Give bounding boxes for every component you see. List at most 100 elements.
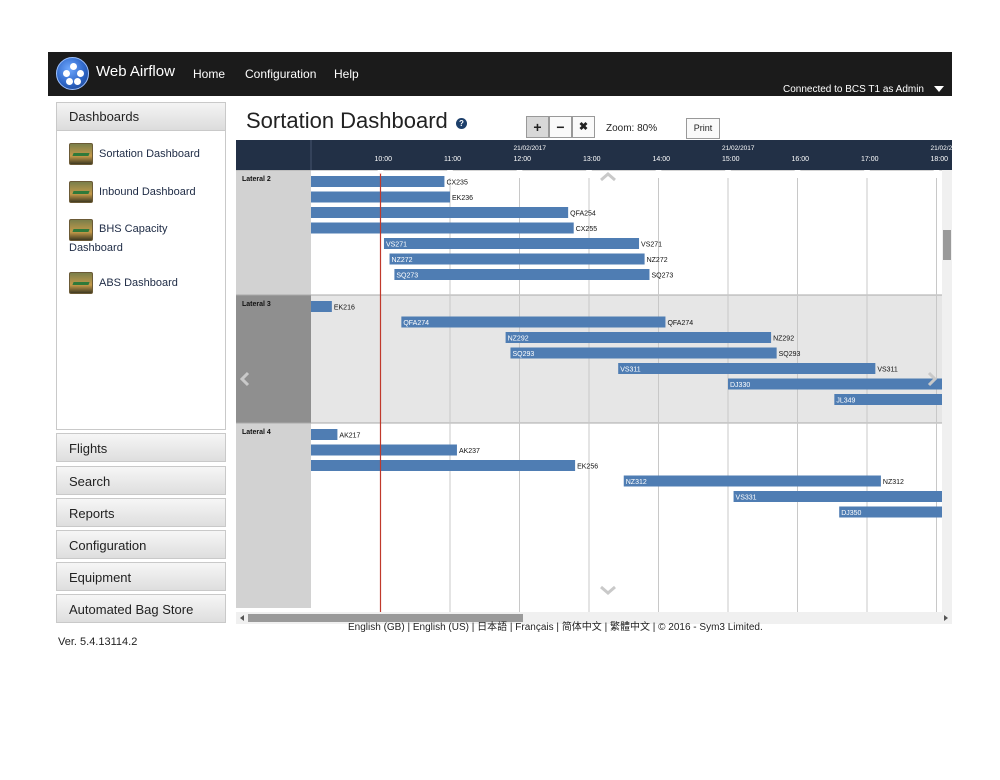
language-english-us[interactable]: English (US) — [412, 622, 469, 633]
timeline-tick-mark — [447, 170, 453, 174]
web-airflow-logo-icon[interactable] — [56, 57, 89, 90]
flight-bar[interactable] — [401, 316, 666, 328]
help-icon[interactable]: ? — [456, 118, 467, 129]
flight-bar-end-label: CX235 — [446, 180, 468, 187]
timeline-tick-date: 21/02/201 — [931, 145, 953, 152]
user-menu-chevron-down-icon[interactable] — [934, 86, 944, 92]
flight-bar[interactable] — [834, 394, 942, 405]
copyright: © 2016 - Sym3 Limited. — [658, 622, 763, 633]
scroll-left-arrow-icon[interactable] — [240, 615, 244, 621]
top-navigation-bar: Web Airflow Home Configuration Help Conn… — [48, 52, 952, 96]
flight-bar-label: NZ312 — [626, 479, 647, 486]
scroll-left-chevron-icon[interactable] — [239, 371, 250, 387]
timeline-tick-mark — [655, 170, 662, 174]
flight-bar[interactable] — [733, 491, 942, 502]
horizontal-scrollbar-thumb[interactable] — [248, 614, 523, 622]
flight-bar-end-label: NZ312 — [883, 479, 904, 486]
abs-dashboard-icon[interactable] — [69, 272, 93, 294]
flight-bar-label: VS331 — [736, 495, 757, 502]
scroll-down-chevron-icon[interactable] — [600, 585, 616, 595]
flight-bar[interactable] — [311, 176, 445, 187]
flight-bar-end-label: AK217 — [339, 433, 360, 440]
flight-bar-end-label: NZ292 — [773, 336, 794, 343]
lateral-label-cell — [236, 170, 311, 295]
scroll-up-chevron-icon[interactable] — [600, 172, 616, 182]
flight-bar-label: SQ293 — [512, 351, 534, 358]
sidebar-section-equipment[interactable]: Equipment — [56, 562, 226, 591]
timeline-tick-label: 17:00 — [861, 156, 879, 163]
sidebar-section-configuration[interactable]: Configuration — [56, 530, 226, 559]
lateral-label-cell — [236, 423, 311, 608]
bhs-capacity-dashboard-icon[interactable] — [69, 219, 93, 241]
flight-bar-label: DJ350 — [841, 510, 861, 517]
flight-bar-label: VS271 — [386, 242, 407, 249]
flight-bar[interactable] — [311, 207, 569, 218]
nav-help[interactable]: Help — [334, 67, 359, 81]
footer: English (GB) | English (US) | 日本語 | Fran… — [348, 622, 763, 633]
nav-configuration[interactable]: Configuration — [245, 67, 317, 81]
sidebar-item-bhs-capacity-dashboard[interactable]: BHS Capacity Dashboard — [69, 223, 168, 254]
scroll-right-arrow-icon[interactable] — [944, 615, 948, 621]
language-english-gb[interactable]: English (GB) — [348, 622, 405, 633]
print-button[interactable]: Print — [686, 118, 720, 139]
zoom-reset-button[interactable]: ✖ — [572, 116, 595, 138]
timeline-tick-mark — [586, 170, 592, 174]
vertical-scrollbar[interactable] — [942, 170, 952, 612]
flight-bar[interactable] — [394, 269, 650, 280]
dashboards-header[interactable]: Dashboards — [57, 103, 225, 131]
sidebar-item-sortation-dashboard[interactable]: Sortation Dashboard — [99, 148, 200, 160]
gantt-svg: Lateral 2 CX235 EK236 QFA254 CX255 VS271 VS271… — [236, 140, 952, 624]
flight-bar-label: SQ273 — [396, 273, 418, 280]
flight-bar[interactable] — [389, 253, 645, 265]
language-traditional-chinese[interactable]: 繁體中文 — [609, 622, 650, 633]
flight-bar-label: VS311 — [620, 367, 641, 374]
sidebar-section-reports[interactable]: Reports — [56, 498, 226, 527]
flight-bar[interactable] — [623, 475, 881, 487]
flight-bar[interactable] — [510, 347, 777, 359]
scroll-right-chevron-icon[interactable] — [927, 371, 938, 387]
sortation-dashboard-icon[interactable] — [69, 143, 93, 165]
sidebar-section-search[interactable]: Search — [56, 466, 226, 495]
dashboards-panel: Dashboards Sortation Dashboard Inbound D… — [56, 102, 226, 430]
vertical-scrollbar-thumb[interactable] — [943, 230, 951, 260]
flight-bar-label: NZ272 — [392, 257, 413, 264]
flight-bar-label: DJ330 — [730, 382, 750, 389]
zoom-out-button[interactable]: − — [549, 116, 572, 138]
flight-bar[interactable] — [311, 444, 457, 456]
flight-bar[interactable] — [618, 363, 876, 374]
sidebar-section-automated-bag-store[interactable]: Automated Bag Store — [56, 594, 226, 623]
flight-bar-end-label: NZ272 — [647, 257, 668, 264]
flight-bar-label: QFA274 — [403, 320, 429, 327]
language-simplified-chinese[interactable]: 简体中文 — [561, 622, 602, 633]
sidebar: Dashboards Sortation Dashboard Inbound D… — [56, 102, 226, 632]
timeline-tick-label: 10:00 — [375, 156, 393, 163]
sortation-gantt-chart: Lateral 2 CX235 EK236 QFA254 CX255 VS271 VS271… — [236, 140, 952, 624]
flight-bar-end-label: VS271 — [641, 242, 662, 249]
nav-home[interactable]: Home — [193, 67, 226, 81]
version-label: Ver. 5.4.13114.2 — [58, 636, 138, 648]
flight-bar[interactable] — [728, 378, 942, 390]
timeline-tick-mark — [794, 170, 801, 174]
sidebar-section-flights[interactable]: Flights — [56, 433, 226, 462]
flight-bar-end-label: VS311 — [877, 367, 898, 374]
page-title: Sortation Dashboard — [246, 108, 448, 133]
inbound-dashboard-icon[interactable] — [69, 181, 93, 203]
flight-bar-end-label: CX255 — [576, 226, 598, 233]
flight-bar[interactable] — [311, 429, 338, 440]
sidebar-item-abs-dashboard[interactable]: ABS Dashboard — [99, 277, 178, 289]
flight-bar[interactable] — [505, 332, 772, 343]
app-title[interactable]: Web Airflow — [96, 63, 175, 80]
zoom-in-button[interactable]: + — [526, 116, 549, 138]
flight-bar-end-label: EK236 — [452, 195, 473, 202]
timeline-tick-date: 21/02/2017 — [514, 145, 547, 152]
flight-bar[interactable] — [311, 222, 574, 234]
sidebar-item-inbound-dashboard[interactable]: Inbound Dashboard — [99, 186, 196, 198]
timeline-tick-label: 16:00 — [792, 156, 810, 163]
flight-bar[interactable] — [383, 238, 640, 249]
language-japanese[interactable]: 日本語 — [477, 622, 508, 633]
flight-bar-end-label: EK256 — [577, 464, 598, 471]
language-french[interactable]: Français — [515, 622, 554, 633]
flight-bar[interactable] — [839, 506, 942, 518]
flight-bar[interactable] — [311, 301, 332, 312]
flight-bar[interactable] — [311, 460, 576, 471]
